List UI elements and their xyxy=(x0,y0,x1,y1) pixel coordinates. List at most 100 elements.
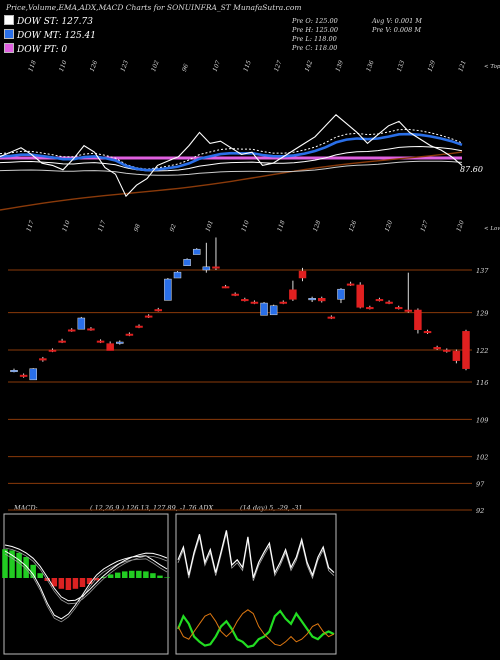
candle-body xyxy=(308,298,316,301)
legend-dow-mt: DOW MT: 125.41 xyxy=(4,29,96,41)
top-label: 121 xyxy=(457,60,467,73)
candle-body xyxy=(212,266,220,269)
candle-body xyxy=(221,286,230,289)
stat-prev-volume: Pre V: 0.008 M xyxy=(372,26,422,34)
candle-body xyxy=(116,341,124,344)
candle-body xyxy=(96,340,105,343)
candle-body xyxy=(29,368,37,381)
adx-series-di- xyxy=(177,609,335,647)
legend-dow-pt: DOW PT: 0 xyxy=(4,43,67,55)
candle-body xyxy=(87,328,95,331)
low-label: 117 xyxy=(25,219,36,232)
top-axis-label: < Tops xyxy=(484,64,500,70)
candle-body xyxy=(317,298,326,302)
adx-values: (14 day) 5, -29, -31 xyxy=(240,504,303,512)
candle-body xyxy=(241,299,249,302)
candle-body xyxy=(452,350,461,361)
top-label: 107 xyxy=(212,59,223,72)
price-panel: 137 129 122 116 109 102 97 92 xyxy=(8,237,489,515)
adx-panel xyxy=(176,530,335,649)
price-tick-label: 109 xyxy=(476,416,488,424)
stat-prev-close: Pre C: 118.00 xyxy=(292,44,338,52)
candle-body xyxy=(173,271,182,279)
candle-body xyxy=(135,325,143,328)
candle-body xyxy=(366,307,374,310)
candle-body xyxy=(385,301,393,304)
candle-body xyxy=(443,349,451,352)
ema-dotted-line xyxy=(0,128,463,170)
low-label: 110 xyxy=(240,219,251,232)
price-tick-label: 92 xyxy=(476,507,484,515)
swatch-blue-icon xyxy=(4,29,14,39)
candle-body xyxy=(356,284,364,308)
macd-panel xyxy=(2,544,170,623)
swatch-pink-icon xyxy=(4,43,14,53)
candle-body xyxy=(346,283,355,286)
ema-panel: 118 110 126 123 102 96 107 115 127 142 139 136 133 12… xyxy=(0,59,500,233)
candle-body xyxy=(298,270,307,279)
candle-body xyxy=(250,301,259,304)
adx-series-di- xyxy=(176,609,335,649)
top-label: 139 xyxy=(334,59,345,72)
top-label: 136 xyxy=(365,59,376,72)
close-price-line xyxy=(0,114,463,198)
low-label: 120 xyxy=(455,219,466,232)
candle-body xyxy=(279,301,288,304)
macd-title: MACD: xyxy=(14,504,38,512)
ema-fast-line xyxy=(0,132,463,172)
price-tick-label: 129 xyxy=(476,310,488,318)
candle-body xyxy=(164,278,172,301)
price-tick-label: 116 xyxy=(476,379,488,387)
stat-prev-low: Pre L: 118.00 xyxy=(292,35,337,43)
candle-body xyxy=(231,293,239,296)
low-label: 128 xyxy=(312,219,323,232)
candle-body xyxy=(289,289,297,300)
candle-body xyxy=(67,329,76,332)
low-label: 110 xyxy=(61,219,72,232)
candle-body xyxy=(19,374,28,377)
top-label: 115 xyxy=(242,59,253,72)
candle-body xyxy=(125,333,134,336)
stat-avg-volume: Avg V: 0.001 M xyxy=(372,17,422,25)
stat-prev-open: Pre O: 125.00 xyxy=(292,17,338,25)
candle-body xyxy=(394,307,403,310)
low-label: 117 xyxy=(97,219,108,232)
low-label: 118 xyxy=(276,219,287,232)
low-label: 92 xyxy=(169,223,178,233)
price-tick-label: 137 xyxy=(476,267,489,275)
top-label: 142 xyxy=(304,59,315,72)
adx-series-adx xyxy=(177,530,335,578)
candle-body xyxy=(414,309,422,330)
candle-body xyxy=(260,302,268,316)
swatch-white-icon xyxy=(4,15,14,25)
low-label: 98 xyxy=(133,223,142,233)
top-label: 126 xyxy=(89,59,100,72)
price-tick-label: 97 xyxy=(476,480,485,488)
low-label: 101 xyxy=(204,220,214,233)
candle-body xyxy=(10,370,18,373)
macd-line xyxy=(4,550,168,620)
macd-signal-line xyxy=(4,544,168,602)
candle-body xyxy=(269,305,278,316)
candle-body xyxy=(192,248,201,255)
candle-body xyxy=(48,349,57,352)
candle-body xyxy=(183,259,191,266)
candle-body xyxy=(77,317,86,330)
candle-body xyxy=(154,309,163,312)
candle-body xyxy=(462,331,470,369)
candle-body xyxy=(404,309,413,312)
low-label: 120 xyxy=(384,219,395,232)
support-curve xyxy=(0,151,463,211)
candle-body xyxy=(337,288,345,300)
candle-body xyxy=(39,358,47,361)
low-label: 127 xyxy=(419,219,430,232)
macd-frame xyxy=(3,513,169,655)
bottom-axis-label: < Lows xyxy=(484,226,500,232)
top-label: 110 xyxy=(58,59,69,72)
candle-body xyxy=(433,347,441,350)
price-tick-label: 102 xyxy=(476,454,488,462)
candle-body xyxy=(58,340,66,343)
macd-values: ( 12,26,9 ) 126.13, 127.89, -1.76 ADX xyxy=(90,504,214,512)
candle-body xyxy=(375,299,384,302)
